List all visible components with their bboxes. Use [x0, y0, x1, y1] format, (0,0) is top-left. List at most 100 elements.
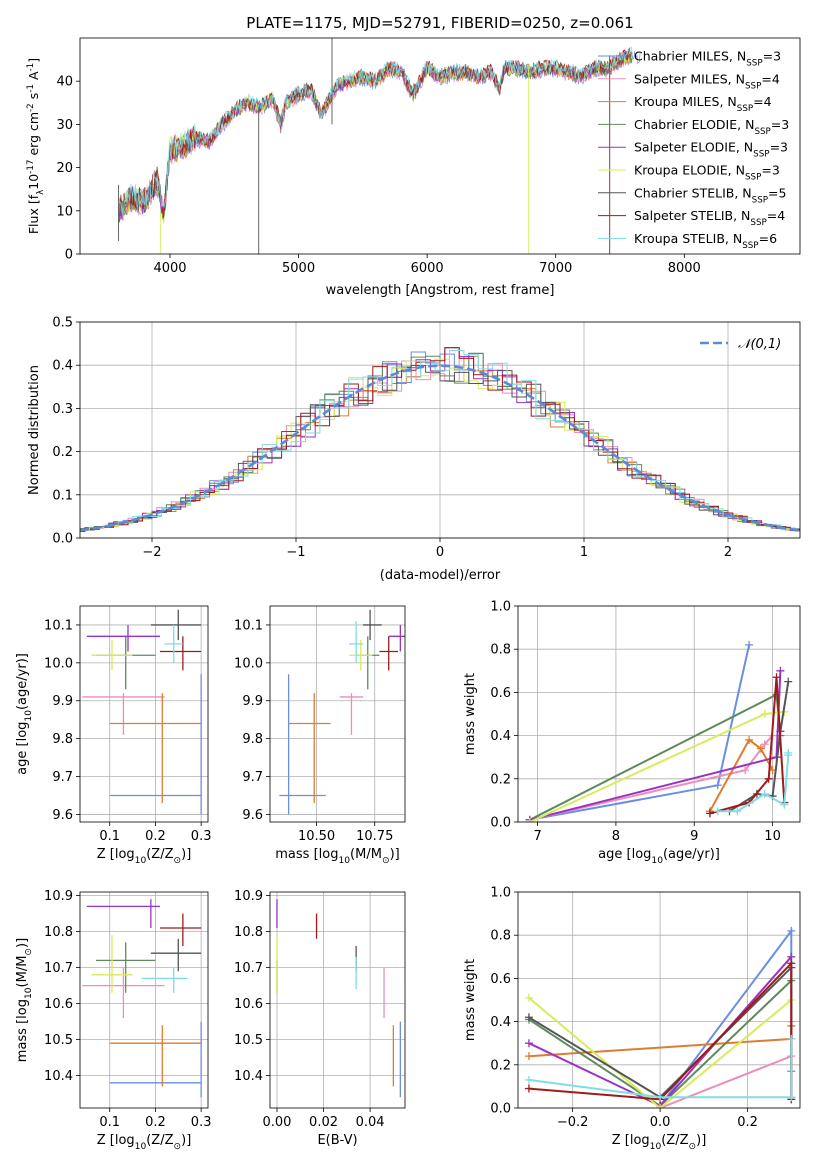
error-bar-point: [379, 636, 399, 671]
x-tick-label: 0.1: [99, 1115, 120, 1130]
plus-marker: [656, 1104, 665, 1108]
y-tick-label: 10.9: [234, 889, 263, 904]
y-tick-label: 9.6: [52, 808, 73, 823]
axes-frame: [269, 891, 406, 1109]
legend-subscript: SSP: [753, 150, 769, 160]
x-tick-label: 5000: [282, 261, 315, 276]
legend-label: Kroupa STELIB, NSSP=6: [634, 231, 777, 251]
legend-subscript: SSP: [746, 59, 762, 69]
plus-marker: [524, 1084, 533, 1093]
legend-label: Salpeter ELODIE, NSSP=3: [634, 140, 788, 160]
x-axis-label: mass [log10(M/M⊙)]: [275, 847, 399, 866]
error-bar-point: [109, 693, 202, 804]
plus-marker: [787, 959, 796, 968]
y-axis-label: Flux [fλ10-17 erg cm-2 s-1 A-1]: [26, 58, 46, 234]
y-tick-label: 10.8: [234, 925, 263, 940]
error-bar-point: [91, 935, 133, 993]
error-bar-point: [109, 674, 202, 815]
plus-marker: [745, 735, 754, 744]
y-tick-label: 9.9: [52, 694, 73, 709]
plus-marker: [524, 1013, 533, 1022]
y-tick-label: 0: [65, 248, 73, 263]
y-tick-label: 10.1: [234, 618, 263, 633]
legend-label: Salpeter MILES, NSSP=4: [634, 71, 780, 91]
plus-marker: [784, 748, 793, 757]
x-tick-label: −2: [142, 545, 161, 560]
y-tick-label: 0.1: [52, 488, 73, 503]
x-tick-label: 8: [612, 829, 620, 844]
spectrum-line-kroupa-stelib: [118, 46, 633, 218]
series-line-chabrier-elodie: [529, 693, 782, 821]
y-axis-label: mass weight: [463, 959, 478, 1041]
y-tick-label: 10: [56, 204, 73, 219]
legend-count: =3: [771, 117, 789, 132]
y-tick-label: 9.7: [242, 770, 263, 785]
legend-label: Kroupa MILES, NSSP=4: [634, 94, 772, 114]
x-axis-label: age [log10(age/yr)]: [598, 847, 720, 866]
legend-label: Chabrier ELODIE, NSSP=3: [634, 117, 789, 137]
error-bar-point: [164, 624, 183, 663]
plus-marker: [733, 807, 742, 816]
plus-marker: [784, 677, 793, 686]
error-bar-point: [388, 624, 405, 652]
error-bar-point: [363, 609, 382, 641]
legend: 𝒩(0,1): [700, 337, 781, 352]
plus-marker: [524, 1039, 533, 1048]
y-tick-label: 10.4: [44, 1069, 73, 1084]
axes-frame: [79, 321, 801, 539]
legend-count: =5: [768, 185, 786, 200]
plus-marker: [705, 809, 714, 818]
plot-area: [525, 640, 793, 822]
x-tick-label: 0.2: [145, 1115, 166, 1130]
plus-marker: [760, 740, 769, 749]
plot-area: [276, 899, 401, 1098]
plot-area: [118, 38, 641, 254]
legend-text: Salpeter MILES, N: [634, 71, 745, 86]
y-tick-label: 0.2: [52, 445, 73, 460]
legend-text: Kroupa STELIB, N: [634, 231, 742, 246]
legend-text: Chabrier STELIB, N: [634, 185, 752, 200]
y-tick-label: 0.4: [52, 359, 73, 374]
x-tick-label: 0.02: [309, 1115, 338, 1130]
legend-subscript: SSP: [745, 173, 761, 183]
legend-count: =4: [753, 94, 771, 109]
x-tick-label: 10.50: [298, 829, 335, 844]
legend-subscript: SSP: [750, 218, 766, 228]
plus-marker: [780, 800, 789, 809]
error-bar-point: [288, 693, 331, 804]
plus-marker: [760, 789, 769, 798]
y-tick-label: 0.0: [490, 816, 511, 831]
plot-area: [82, 899, 202, 1098]
plot-area: [82, 609, 202, 815]
y-tick-label: 0.4: [490, 1015, 511, 1030]
y-tick-label: 0.6: [490, 686, 511, 701]
x-tick-label: 0.2: [737, 1115, 758, 1130]
axes-frame: [517, 605, 801, 823]
y-tick-label: 10.0: [44, 656, 73, 671]
y-tick-label: 10.7: [234, 961, 263, 976]
error-bar-point: [150, 938, 202, 972]
x-tick-label: 0.2: [145, 829, 166, 844]
plus-marker: [525, 818, 534, 822]
x-tick-label: −1: [286, 545, 305, 560]
y-tick-label: 0.2: [490, 1058, 511, 1073]
series-line-kroupa-stelib: [528, 1038, 793, 1099]
axes-frame: [79, 891, 209, 1109]
plus-marker: [776, 666, 785, 675]
legend-subscript: SSP: [745, 81, 761, 91]
y-tick-label: 10.6: [234, 997, 263, 1012]
plus-marker: [524, 1075, 533, 1084]
y-tick-label: 0.8: [490, 929, 511, 944]
plus-marker: [787, 1034, 796, 1043]
x-tick-label: 0.3: [191, 829, 212, 844]
error-bar-point: [86, 624, 160, 652]
x-axis-label: (data-model)/error: [380, 568, 501, 583]
x-tick-label: 0: [436, 545, 444, 560]
x-tick-label: 10: [764, 829, 781, 844]
axes-frame: [79, 37, 801, 255]
series-line-kroupa-elodie: [528, 997, 792, 1108]
y-tick-label: 10.4: [234, 1069, 263, 1084]
plus-marker: [656, 1093, 665, 1102]
x-tick-label: 10.75: [356, 829, 393, 844]
